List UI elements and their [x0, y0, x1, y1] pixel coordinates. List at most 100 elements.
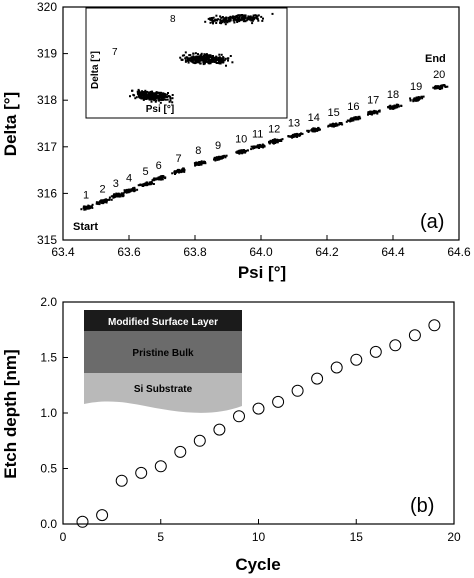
- inset-point: [196, 60, 199, 63]
- delta-psi-point: [174, 170, 176, 173]
- delta-psi-point: [158, 178, 161, 181]
- delta-psi-point: [260, 145, 263, 148]
- inset-point: [210, 60, 213, 63]
- inset-frame: [85, 7, 288, 119]
- inset-point: [219, 60, 222, 63]
- delta-psi-point: [123, 189, 126, 192]
- panel-b: Modified Surface Layer Pristine Bulk Si …: [1, 295, 461, 574]
- inset-point: [203, 55, 206, 58]
- inset-point: [219, 57, 222, 60]
- delta-psi-point: [298, 134, 301, 137]
- inset-point: [162, 98, 165, 101]
- inset-point: [137, 88, 140, 91]
- inset-point: [209, 18, 212, 21]
- inset-point: [155, 93, 158, 96]
- delta-psi-point: [117, 195, 120, 197]
- inset-point: [155, 91, 158, 94]
- delta-psi-point: [415, 98, 418, 101]
- delta-psi-point: [162, 175, 165, 178]
- inset-point: [157, 97, 160, 100]
- delta-psi-point: [437, 85, 439, 88]
- inset-point: [162, 92, 164, 95]
- delta-psi-point: [357, 116, 360, 119]
- inset-point: [210, 58, 213, 61]
- delta-psi-point: [311, 128, 314, 131]
- inset-point: [256, 15, 259, 18]
- delta-psi-point: [433, 87, 436, 90]
- delta-psi-point: [353, 117, 356, 120]
- inset-point: [147, 93, 150, 96]
- delta-psi-point: [400, 104, 403, 107]
- inset-point: [214, 58, 216, 61]
- delta-psi-point: [182, 170, 185, 173]
- inset-point: [207, 58, 210, 61]
- delta-psi-point: [128, 190, 131, 193]
- inset-point: [186, 59, 189, 62]
- inset-point: [153, 92, 156, 95]
- delta-psi-point: [160, 178, 162, 181]
- inset-point: [150, 98, 153, 101]
- delta-psi-point: [338, 123, 340, 126]
- etch-depth-point: [272, 395, 285, 408]
- inset-point: [169, 97, 172, 100]
- delta-psi-point: [368, 111, 371, 114]
- inset-point: [158, 96, 161, 99]
- inset-point: [211, 17, 214, 19]
- inset-point: [166, 96, 169, 98]
- delta-psi-point: [439, 88, 441, 90]
- cycle-label: 12: [268, 123, 280, 135]
- inset-point: [205, 53, 208, 56]
- inset-point: [199, 55, 202, 58]
- y-tick-label: 319: [37, 47, 57, 61]
- inset-point: [220, 59, 223, 62]
- delta-psi-point: [352, 117, 355, 120]
- delta-psi-point: [329, 124, 332, 127]
- inset-point: [132, 93, 135, 96]
- delta-psi-point: [175, 170, 178, 173]
- delta-psi-point: [204, 162, 207, 165]
- delta-psi-point: [388, 105, 391, 108]
- x-tick-label: 0: [60, 530, 67, 544]
- layer-label-pristine-bulk: Pristine Bulk: [132, 348, 194, 359]
- cycle-label: 8: [195, 145, 201, 157]
- cycle-label: 6: [156, 160, 162, 172]
- delta-psi-point: [89, 206, 92, 209]
- delta-psi-point: [142, 184, 145, 187]
- inset-point: [252, 18, 255, 21]
- inset-point: [219, 15, 222, 18]
- cycle-label: 10: [235, 134, 247, 146]
- inset-point: [231, 61, 234, 64]
- inset-point: [206, 56, 209, 59]
- inset-point: [217, 57, 220, 60]
- delta-psi-point: [83, 208, 86, 211]
- cycle-label: 2: [100, 183, 106, 195]
- inset-point: [144, 89, 147, 92]
- modified-surface-layer: [84, 310, 242, 331]
- inset-point: [142, 98, 145, 101]
- inset-point: [200, 52, 203, 55]
- delta-psi-point: [271, 140, 274, 143]
- inset-point: [239, 14, 242, 17]
- x-tick-label: 20: [447, 530, 461, 544]
- inset-point: [209, 21, 212, 24]
- inset-point: [202, 59, 205, 62]
- delta-psi-point: [435, 87, 438, 90]
- inset-point: [225, 16, 228, 19]
- inset-point: [197, 53, 199, 56]
- inset-point: [192, 55, 195, 58]
- delta-psi-point: [273, 138, 276, 141]
- y-tick-label: 1.0: [40, 406, 57, 420]
- inset-point: [158, 99, 160, 102]
- inset-point: [255, 15, 258, 18]
- delta-psi-point: [335, 124, 338, 127]
- delta-psi-point: [262, 144, 265, 147]
- delta-psi-point: [389, 106, 392, 109]
- delta-psi-point: [306, 129, 309, 132]
- delta-psi-point: [196, 163, 199, 166]
- delta-psi-point: [102, 202, 105, 205]
- delta-psi-point: [108, 198, 111, 201]
- delta-psi-point: [114, 194, 117, 197]
- delta-psi-point: [199, 161, 202, 164]
- panel-a-ticks: 63.4 63.6 63.8 64.0 64.2 64.4 64.6315316317318…: [37, 0, 471, 259]
- inset-point: [236, 17, 239, 20]
